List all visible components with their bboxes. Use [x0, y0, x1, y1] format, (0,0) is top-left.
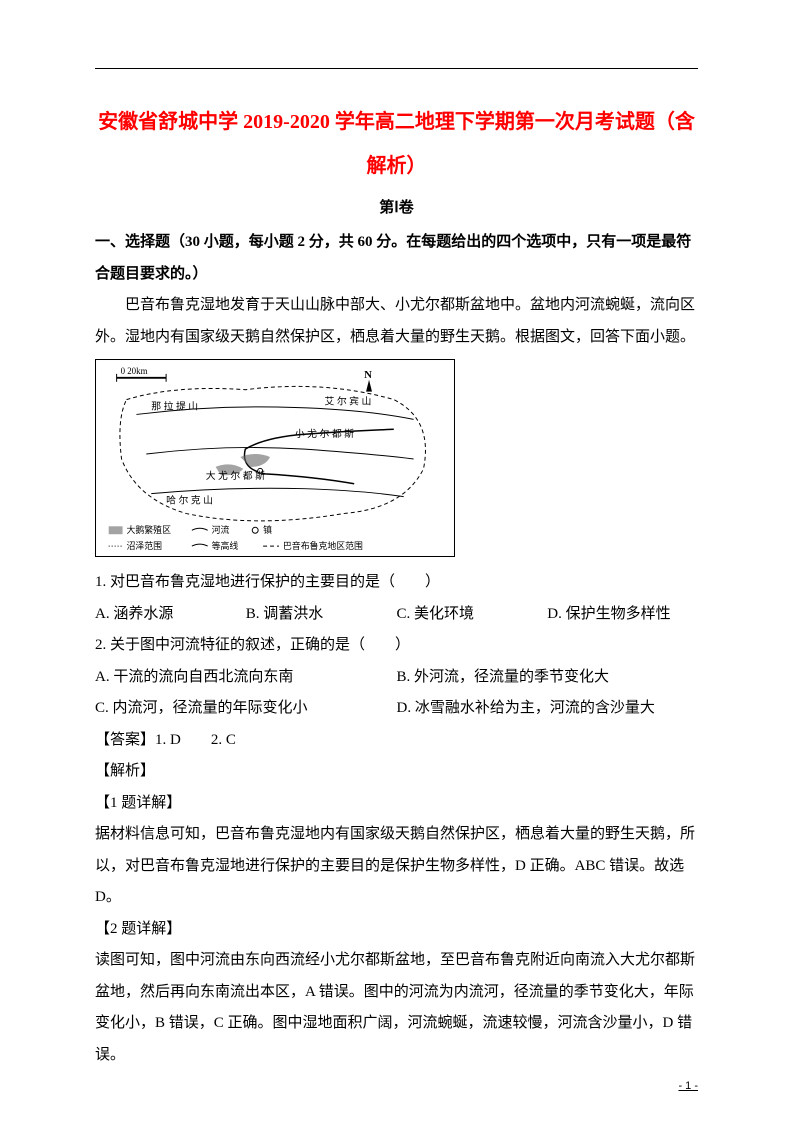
title-line-1: 安徽省舒城中学 2019-2020 学年高二地理下学期第一次月考试题（含 — [95, 100, 698, 144]
q2-detail-text: 读图可知，图中河流由东向西流经小尤尔都斯盆地，至巴音布鲁克附近向南流入大尤尔都斯… — [95, 945, 698, 1071]
svg-text:河流: 河流 — [212, 524, 230, 535]
map-svg: 0 20km N 那 拉 提 山 艾 尔 宾 山 小 尤 尔 都 斯 大 尤 尔… — [96, 360, 454, 556]
page-number: - 1 - — [678, 1080, 698, 1092]
q2-opt-d: D. 冰雪融水补给为主，河流的含沙量大 — [397, 693, 699, 725]
passage-line-2: 外。湿地内有国家级天鹅自然保护区，栖息着大量的野生天鹅。根据图文，回答下面小题。 — [95, 322, 698, 354]
q1-opt-d: D. 保护生物多样性 — [547, 599, 698, 631]
q1-opt-b: B. 调蓄洪水 — [246, 599, 397, 631]
north-label: N — [364, 369, 372, 381]
page-number-text: - 1 - — [678, 1080, 698, 1092]
map-figure: 0 20km N 那 拉 提 山 艾 尔 宾 山 小 尤 尔 都 斯 大 尤 尔… — [95, 359, 455, 557]
analysis-label: 【解析】 — [95, 756, 698, 788]
q1-detail-label: 【1 题详解】 — [95, 788, 698, 820]
svg-text:哈 尔 克 山: 哈 尔 克 山 — [166, 494, 213, 507]
scale-text: 0 20km — [121, 366, 148, 376]
svg-text:镇: 镇 — [263, 524, 272, 535]
q2-detail-label: 【2 题详解】 — [95, 914, 698, 946]
svg-text:那 拉 提 山: 那 拉 提 山 — [151, 399, 198, 412]
title-line-2: 解析） — [95, 144, 698, 188]
volume-label: 第Ⅰ卷 — [95, 196, 698, 217]
q2-options: A. 干流的流向自西北流向东南 B. 外河流，径流量的季节变化大 C. 内流河，… — [95, 662, 698, 725]
svg-text:等高线: 等高线 — [212, 540, 239, 551]
svg-text:艾 尔 宾 山: 艾 尔 宾 山 — [324, 395, 371, 408]
q1-opt-c: C. 美化环境 — [397, 599, 548, 631]
q2-opt-b: B. 外河流，径流量的季节变化大 — [397, 662, 699, 694]
section-heading: 一、选择题（30 小题，每小题 2 分，共 60 分。在每题给出的四个选项中，只… — [95, 227, 698, 290]
q2-opt-c: C. 内流河，径流量的年际变化小 — [95, 693, 397, 725]
svg-text:大 尤 尔 都 斯: 大 尤 尔 都 斯 — [206, 469, 265, 482]
passage-line-1: 巴音布鲁克湿地发育于天山山脉中部大、小尤尔都斯盆地中。盆地内河流蜿蜒，流向区 — [95, 290, 698, 322]
q2-opt-a: A. 干流的流向自西北流向东南 — [95, 662, 397, 694]
q2-stem: 2. 关于图中河流特征的叙述，正确的是（ ） — [95, 630, 698, 662]
q1-options: A. 涵养水源 B. 调蓄洪水 C. 美化环境 D. 保护生物多样性 — [95, 599, 698, 631]
exam-page: 安徽省舒城中学 2019-2020 学年高二地理下学期第一次月考试题（含 解析）… — [0, 0, 793, 1122]
svg-text:小 尤 尔 都 斯: 小 尤 尔 都 斯 — [295, 427, 354, 440]
q1-opt-a: A. 涵养水源 — [95, 599, 246, 631]
answer-line: 【答案】1. D 2. C — [95, 725, 698, 757]
q1-stem: 1. 对巴音布鲁克湿地进行保护的主要目的是（ ） — [95, 567, 698, 599]
svg-text:沼泽范围: 沼泽范围 — [127, 540, 163, 551]
svg-text:大鹅繁殖区: 大鹅繁殖区 — [127, 524, 172, 535]
q1-detail-text: 据材料信息可知，巴音布鲁克湿地内有国家级天鹅自然保护区，栖息着大量的野生天鹅，所… — [95, 819, 698, 914]
exam-title: 安徽省舒城中学 2019-2020 学年高二地理下学期第一次月考试题（含 解析） — [95, 100, 698, 188]
svg-text:巴音布鲁克地区范围: 巴音布鲁克地区范围 — [283, 540, 363, 551]
top-rule — [95, 68, 698, 69]
